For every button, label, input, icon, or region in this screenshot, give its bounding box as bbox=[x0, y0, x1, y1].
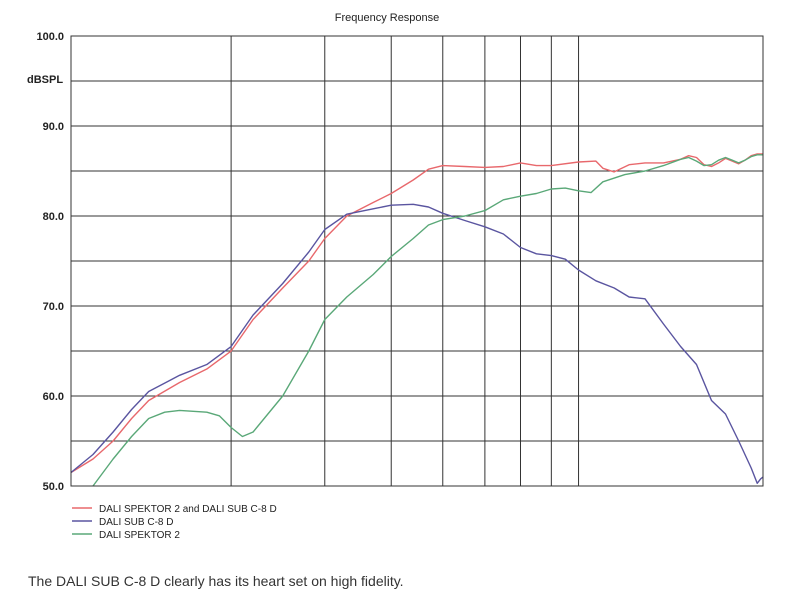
y-tick-label: 90.0 bbox=[43, 121, 64, 133]
series-line-1 bbox=[70, 153, 763, 474]
series-lines bbox=[70, 153, 764, 487]
series-line-2 bbox=[70, 203, 764, 484]
legend: DALI SPEKTOR 2 and DALI SUB C-8 D DALI SU… bbox=[72, 504, 277, 541]
series-line-3 bbox=[92, 154, 763, 487]
y-tick-label: 100.0 bbox=[36, 31, 64, 43]
legend-label: DALI SPEKTOR 2 bbox=[99, 530, 180, 541]
y-tick-label: 60.0 bbox=[43, 391, 64, 403]
grid-lines bbox=[71, 35, 763, 487]
y-tick-label: 80.0 bbox=[43, 211, 64, 223]
y-axis-label: dBSPL bbox=[27, 74, 63, 86]
y-tick-label: 70.0 bbox=[43, 301, 64, 313]
y-tick-labels: 100.0 90.0 80.0 70.0 60.0 50.0 bbox=[36, 31, 64, 493]
y-tick-label: 50.0 bbox=[43, 481, 64, 493]
chart-title: Frequency Response bbox=[335, 12, 440, 24]
plot-frame bbox=[70, 35, 764, 487]
legend-label: DALI SUB C-8 D bbox=[99, 517, 173, 528]
figure-caption: The DALI SUB C-8 D clearly has its heart… bbox=[28, 573, 404, 589]
legend-label: DALI SPEKTOR 2 and DALI SUB C-8 D bbox=[99, 504, 277, 515]
